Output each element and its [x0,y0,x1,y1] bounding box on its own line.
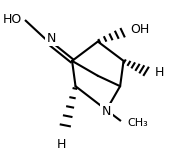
Text: H: H [57,138,66,151]
Text: OH: OH [130,23,150,36]
Text: H: H [154,66,164,79]
Text: N: N [102,105,111,118]
Text: HO: HO [3,13,22,26]
Text: CH₃: CH₃ [127,118,148,128]
Text: N: N [47,32,56,45]
